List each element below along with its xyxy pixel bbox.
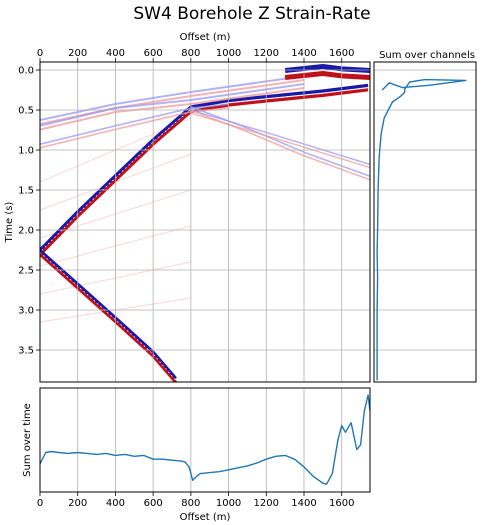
bottom-x-tick-label: 1400 xyxy=(291,498,316,509)
main-y-tick-label: 1.5 xyxy=(18,186,34,197)
main-x-tick-label: 200 xyxy=(68,48,87,59)
main-y-axis-label: Time (s) xyxy=(4,202,15,244)
right-grid xyxy=(374,69,476,351)
main-y-tick-label: 0.0 xyxy=(18,66,34,77)
main-y-tick-label: 2.0 xyxy=(18,226,34,237)
right-panel: Sum over channels xyxy=(373,50,477,383)
bottom-x-tick-label: 1200 xyxy=(254,498,279,509)
bottom-x-tick-label: 1000 xyxy=(216,498,241,509)
bottom-series xyxy=(40,394,370,485)
main-x-tick-label: 0 xyxy=(37,48,43,59)
main-x-tick-label: 1400 xyxy=(291,48,316,59)
main-y-tick-label: 3.5 xyxy=(18,346,34,357)
main-y-ticks: 0.0 0.5 1.0 1.5 2.0 2.5 3.0 3.5 xyxy=(18,66,40,357)
heatmap-trough xyxy=(190,105,370,177)
right-series xyxy=(376,78,467,381)
main-x-axis-label: Offset (m) xyxy=(180,32,231,43)
bottom-x-tick-label: 800 xyxy=(181,498,200,509)
main-x-tick-label: 1600 xyxy=(329,48,354,59)
bottom-x-tick-label: 600 xyxy=(144,498,163,509)
bottom-x-tick-label: 1600 xyxy=(329,498,354,509)
bottom-panel: 0 200 400 600 800 1000 1200 1400 1600 Offset (m)… xyxy=(22,387,371,523)
main-top-x-ticks: 0 200 400 600 800 1000 1200 1400 1600 xyxy=(37,48,354,62)
main-x-tick-label: 400 xyxy=(106,48,125,59)
bottom-x-tick-label: 0 xyxy=(37,498,43,509)
main-x-tick-label: 1200 xyxy=(254,48,279,59)
right-line xyxy=(376,78,467,381)
main-frame xyxy=(39,61,371,383)
main-y-tick-label: 2.5 xyxy=(18,266,34,277)
bottom-x-tick-label: 400 xyxy=(106,498,125,509)
main-x-tick-label: 600 xyxy=(144,48,163,59)
main-y-tick-label: 1.0 xyxy=(18,146,34,157)
main-y-tick-label: 3.0 xyxy=(18,306,34,317)
bottom-y-axis-label: Sum over time xyxy=(22,403,33,477)
main-x-tick-label: 800 xyxy=(181,48,200,59)
heatmap-ripple xyxy=(40,87,369,253)
bottom-x-tick-label: 200 xyxy=(68,498,87,509)
bottom-x-ticks: 0 200 400 600 800 1000 1200 1400 1600 xyxy=(37,492,354,509)
right-panel-title: Sum over channels xyxy=(379,50,475,61)
main-y-tick-label: 0.5 xyxy=(18,106,34,117)
figure-title: SW4 Borehole Z Strain-Rate xyxy=(133,4,370,24)
bottom-line xyxy=(40,394,370,485)
bottom-frame xyxy=(39,387,371,493)
bottom-grid xyxy=(39,388,343,492)
bottom-x-axis-label: Offset (m) xyxy=(180,512,231,523)
main-x-tick-label: 1000 xyxy=(216,48,241,59)
right-frame xyxy=(373,61,477,383)
main-panel: 0 200 400 600 800 1000 1200 1400 1600 0.0 0.5 1.0 1… xyxy=(4,32,371,383)
